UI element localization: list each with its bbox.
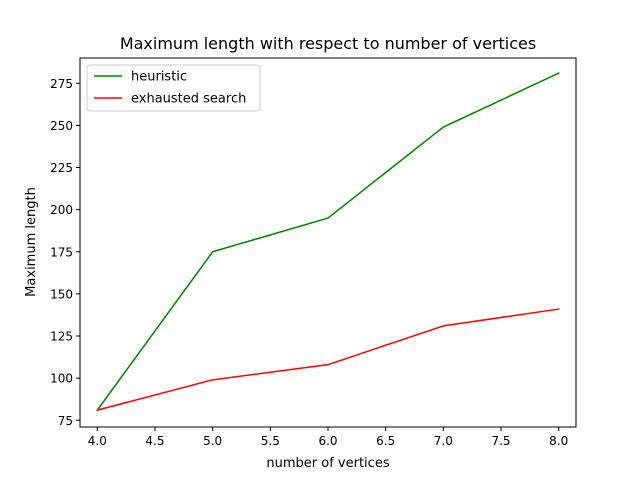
x-tick-label: 4.0 <box>88 434 107 448</box>
series-lines <box>96 72 560 412</box>
x-tick-label: 7.0 <box>434 434 453 448</box>
y-tick-label: 100 <box>50 372 73 386</box>
y-tick-label: 175 <box>50 245 73 259</box>
y-tick-label: 250 <box>50 119 73 133</box>
y-tick-label: 200 <box>50 203 73 217</box>
y-tick-label: 75 <box>58 414 73 428</box>
legend-label: exhausted search <box>131 92 246 107</box>
x-axis-label: number of vertices <box>266 456 389 471</box>
x-tick-label: 6.5 <box>376 434 395 448</box>
legend-box <box>86 64 261 112</box>
plot-area <box>79 57 577 428</box>
legend: heuristic exhausted search <box>86 64 261 112</box>
legend-items: heuristic exhausted search <box>94 70 246 107</box>
x-axis-ticks: 4.0 4.5 5.0 5.5 6.0 6.5 7.0 7.5 8.0 <box>88 427 568 448</box>
x-tick-label: 5.5 <box>261 434 280 448</box>
y-tick-label: 150 <box>50 287 73 301</box>
y-tick-label: 275 <box>50 77 73 91</box>
series-line-1 <box>96 308 560 412</box>
x-tick-label: 7.5 <box>491 434 510 448</box>
x-tick-label: 8.0 <box>549 434 568 448</box>
y-axis-label: Maximum length <box>24 187 39 297</box>
legend-label: heuristic <box>131 70 187 85</box>
y-axis-ticks: 75 100 125 150 175 200 225 250 275 <box>50 77 80 428</box>
y-tick-label: 225 <box>50 161 73 175</box>
plot-frame <box>79 57 577 428</box>
x-tick-label: 6.0 <box>318 434 337 448</box>
y-tick-label: 125 <box>50 330 73 344</box>
x-tick-label: 5.0 <box>203 434 222 448</box>
series-line-0 <box>96 72 560 412</box>
chart-title: Maximum length with respect to number of… <box>120 34 536 53</box>
x-tick-label: 4.5 <box>145 434 164 448</box>
